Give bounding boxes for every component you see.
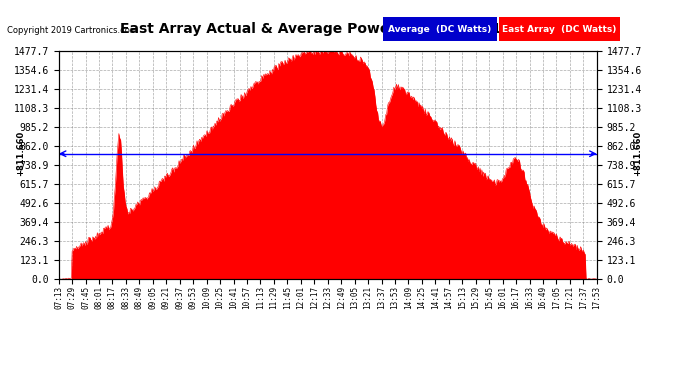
Text: East Array Actual & Average Power Sun Oct 20 18:02: East Array Actual & Average Power Sun Oc… [120,22,535,36]
Text: East Array  (DC Watts): East Array (DC Watts) [502,25,616,34]
Text: +811.660: +811.660 [17,131,26,176]
Text: +811.660: +811.660 [633,131,642,176]
Text: Average  (DC Watts): Average (DC Watts) [388,25,491,34]
Text: Copyright 2019 Cartronics.com: Copyright 2019 Cartronics.com [7,26,138,35]
